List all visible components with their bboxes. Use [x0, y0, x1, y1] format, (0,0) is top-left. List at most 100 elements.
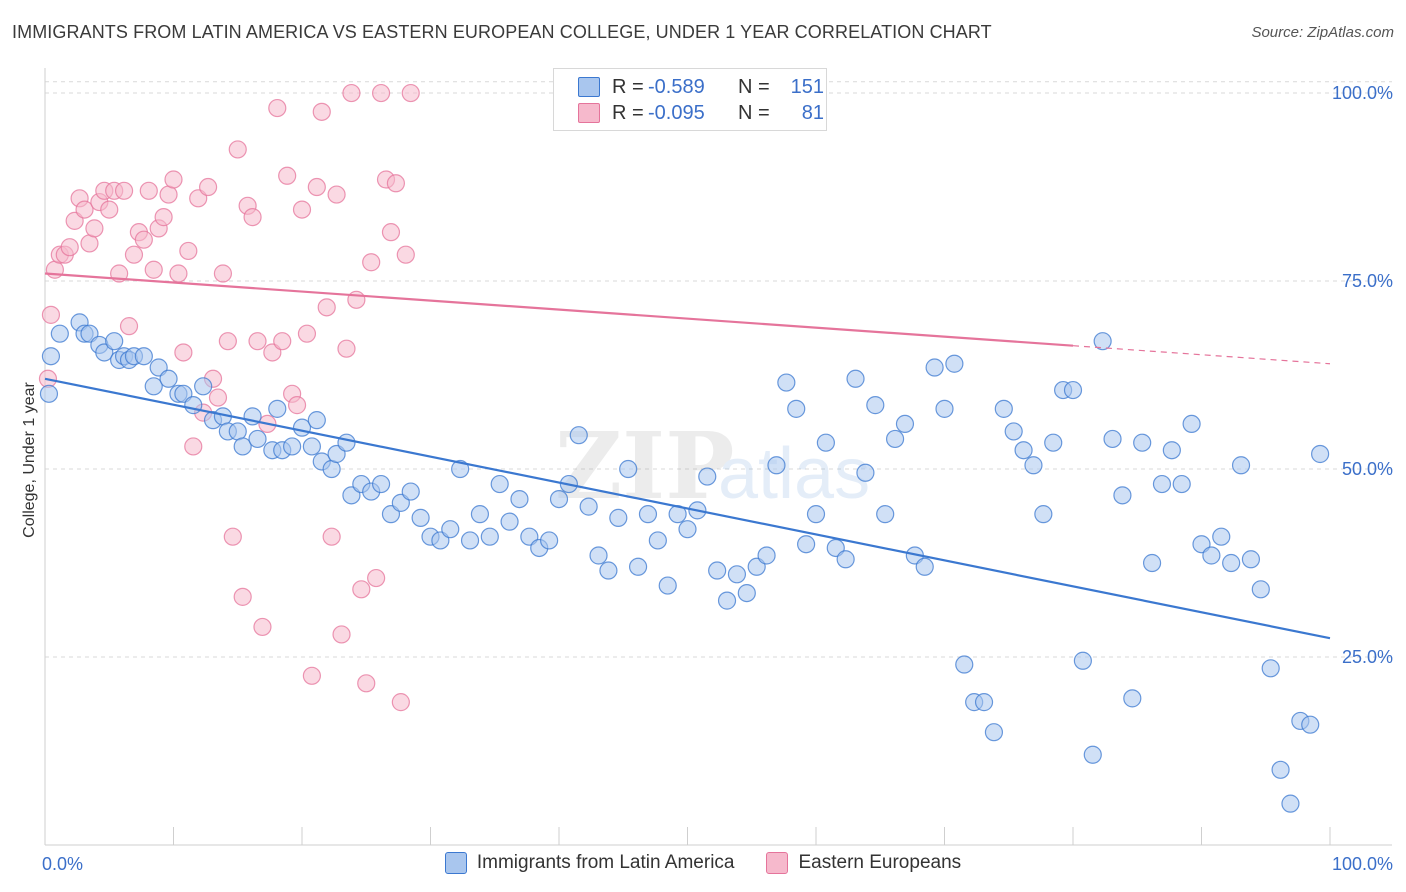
eastern-europeans-point	[75, 200, 94, 219]
latin-america-point	[1004, 422, 1023, 441]
latin-america-point	[1063, 380, 1083, 400]
latin-america-point	[1172, 474, 1191, 494]
eastern-europeans-point	[357, 674, 376, 693]
eastern-europeans-point	[367, 568, 386, 588]
eastern-europeans-point	[169, 264, 188, 283]
eastern-europeans-point	[213, 264, 233, 283]
latin-america-point	[1261, 659, 1280, 678]
correlation-legend: R = -0.589 N = 151 R = -0.095 N = 81	[553, 68, 827, 131]
legend-swatch-pink	[766, 852, 789, 874]
eastern-europeans-point	[114, 181, 134, 200]
eastern-europeans-point	[198, 177, 218, 197]
legend-r-value: -0.589	[648, 75, 705, 98]
latin-america-point	[1162, 441, 1181, 460]
latin-america-point	[41, 347, 61, 366]
latin-america-point	[737, 583, 756, 603]
x-tick-label: 0.0%	[42, 854, 83, 874]
latin-america-point	[184, 396, 203, 415]
tick-labels: 25.0% 50.0% 75.0% 100.0% 0.0% 100.0%	[42, 83, 1393, 874]
legend-r-label: R =	[612, 101, 644, 124]
eastern-europeans-point	[396, 245, 415, 264]
latin-america-point	[1083, 745, 1102, 764]
eastern-europeans-point	[292, 200, 312, 219]
latin-america-point	[1142, 553, 1162, 573]
latin-america-point	[1222, 553, 1241, 573]
latin-america-point	[945, 354, 964, 373]
eastern-europeans-point	[119, 317, 139, 336]
latin-america-point	[1231, 456, 1251, 475]
latin-america-point	[322, 459, 341, 479]
eastern-europeans-point	[253, 617, 272, 637]
latin-america-point	[1024, 456, 1043, 475]
eastern-europeans-point	[134, 230, 153, 249]
eastern-europeans-trend-line	[44, 272, 1074, 347]
latin-america-point	[540, 531, 559, 550]
latin-america-point	[1182, 414, 1201, 434]
legend-row-latin-america: R = -0.589 N = 151	[578, 74, 824, 100]
eastern-europeans-point	[287, 396, 307, 415]
latin-america-point	[441, 520, 460, 539]
latin-america-point	[698, 467, 717, 486]
latin-america-point	[609, 508, 628, 527]
latin-america-point	[797, 535, 816, 554]
y-tick-label: 25.0%	[1342, 647, 1393, 667]
latin-america-point	[876, 505, 895, 524]
latin-america-point	[767, 456, 786, 475]
eastern-europeans-point	[223, 527, 242, 546]
eastern-europeans-point	[386, 174, 406, 193]
legend-r-value: -0.095	[648, 101, 705, 124]
latin-america-point	[1281, 794, 1300, 813]
latin-america-point	[371, 474, 391, 494]
latin-america-point	[708, 561, 727, 580]
latin-america-point	[885, 429, 905, 449]
eastern-europeans-point	[218, 332, 237, 351]
eastern-europeans-point	[80, 234, 99, 253]
latin-america-point	[1152, 474, 1172, 494]
latin-america-point	[856, 463, 875, 482]
latin-america-point	[648, 531, 667, 550]
latin-america-point	[1093, 332, 1112, 351]
latin-america-point	[866, 396, 885, 415]
latin-america-points	[39, 313, 1330, 813]
legend-swatch-blue	[578, 77, 600, 97]
latin-america-point	[268, 399, 287, 418]
latin-america-point	[569, 426, 588, 445]
latin-america-point	[1212, 527, 1231, 546]
latin-america-point	[1044, 433, 1063, 452]
latin-america-point	[984, 723, 1004, 742]
eastern-europeans-point	[100, 200, 119, 219]
eastern-europeans-point	[362, 253, 381, 272]
eastern-europeans-point	[85, 219, 104, 238]
latin-america-point	[1311, 444, 1330, 464]
latin-america-point	[1123, 689, 1142, 708]
latin-america-point	[777, 373, 796, 392]
latin-america-point	[599, 561, 618, 580]
legend-n-label: N =	[738, 101, 770, 124]
latin-america-point	[248, 429, 267, 449]
latin-america-point	[579, 497, 598, 516]
trend-lines	[44, 272, 1331, 640]
latin-america-point	[1271, 760, 1290, 779]
latin-america-point	[1034, 505, 1053, 524]
latin-america-point	[717, 591, 737, 610]
legend-item-eastern-europeans[interactable]: Eastern Europeans	[766, 852, 961, 874]
latin-america-point	[337, 433, 356, 452]
eastern-europeans-point	[208, 388, 228, 407]
eastern-europeans-point	[139, 181, 158, 200]
eastern-europeans-point	[144, 260, 163, 279]
eastern-europeans-point	[312, 102, 331, 121]
eastern-europeans-point	[248, 332, 267, 351]
latin-america-point	[816, 433, 835, 452]
eastern-europeans-point	[273, 332, 292, 351]
eastern-europeans-point	[41, 305, 61, 324]
latin-america-point	[925, 358, 944, 377]
latin-america-point	[727, 565, 747, 584]
eastern-europeans-point	[297, 324, 317, 343]
latin-america-point	[144, 377, 163, 396]
legend-item-latin-america[interactable]: Immigrants from Latin America	[444, 852, 734, 874]
eastern-europeans-point	[233, 587, 252, 606]
eastern-europeans-point	[322, 527, 341, 546]
source-credit: Source: ZipAtlas.com	[1251, 24, 1394, 41]
latin-america-point	[806, 505, 826, 524]
eastern-europeans-point	[159, 185, 178, 204]
